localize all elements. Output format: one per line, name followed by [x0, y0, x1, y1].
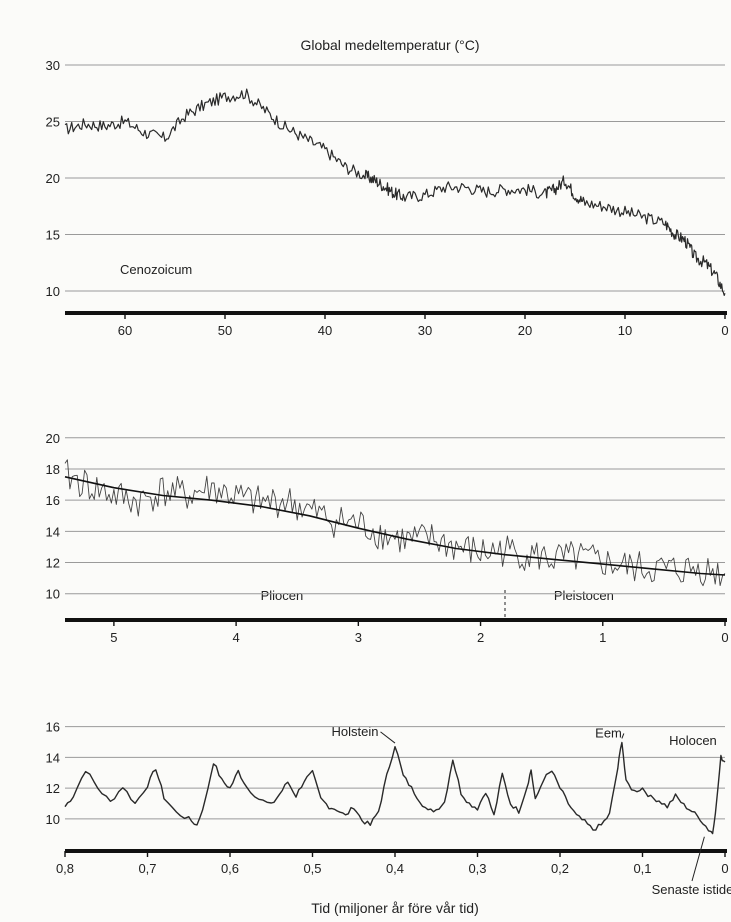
x-tick-label: 0 — [721, 630, 728, 645]
x-tick-label: 30 — [418, 323, 432, 338]
pliocene-annotation: Pliocen — [261, 588, 304, 603]
cenozoic-annotation: Cenozoicum — [120, 262, 192, 277]
x-tick-label: 60 — [118, 323, 132, 338]
y-tick-label: 14 — [46, 750, 60, 765]
pleistocene-cycles-panel: Holstein Eem Holocen Senaste istiden Tid… — [46, 720, 731, 916]
y-tick-label: 20 — [46, 171, 60, 186]
eem-leader — [621, 733, 625, 739]
y-tick-label: 10 — [46, 812, 60, 827]
x-tick-label: 0,6 — [221, 861, 239, 876]
y-tick-label: 15 — [46, 228, 60, 243]
x-tick-label: 0,7 — [138, 861, 156, 876]
y-tick-label: 10 — [46, 284, 60, 299]
x-tick-label: 3 — [355, 630, 362, 645]
y-tick-label: 10 — [46, 587, 60, 602]
last-glacial-annotation: Senaste istiden — [652, 882, 731, 897]
x-tick-label: 4 — [232, 630, 239, 645]
pleistocene-annotation: Pleistocen — [554, 588, 614, 603]
x-tick-label: 40 — [318, 323, 332, 338]
x-tick-label: 10 — [618, 323, 632, 338]
x-tick-label: 0,3 — [468, 861, 486, 876]
temperature-series — [64, 741, 726, 835]
cenozoic-panel: Global medeltemperatur (°C) Cenozoicum 1… — [46, 37, 729, 338]
y-tick-label: 16 — [46, 720, 60, 735]
eem-annotation: Eem — [595, 725, 622, 740]
y-tick-label: 25 — [46, 115, 60, 130]
x-tick-label: 0,2 — [551, 861, 569, 876]
x-tick-label: 20 — [518, 323, 532, 338]
x-tick-label: 1 — [599, 630, 606, 645]
trend-line — [64, 476, 726, 576]
x-tick-label: 50 — [218, 323, 232, 338]
y-tick-label: 12 — [46, 781, 60, 796]
x-tick-label: 0 — [721, 861, 728, 876]
y-tick-label: 12 — [46, 556, 60, 571]
holocene-annotation: Holocen — [669, 733, 717, 748]
x-axis-label: Tid (miljoner år före vår tid) — [311, 900, 479, 916]
x-tick-label: 0,5 — [303, 861, 321, 876]
temperature-series — [64, 88, 726, 296]
holstein-annotation: Holstein — [332, 724, 379, 739]
y-tick-label: 20 — [46, 431, 60, 446]
x-tick-label: 5 — [110, 630, 117, 645]
y-tick-label: 18 — [46, 462, 60, 477]
x-tick-label: 2 — [477, 630, 484, 645]
y-tick-label: 14 — [46, 524, 60, 539]
y-tick-label: 30 — [46, 58, 60, 73]
x-tick-label: 0,1 — [633, 861, 651, 876]
glacial-leader — [691, 836, 705, 882]
x-tick-label: 0 — [721, 323, 728, 338]
y-tick-label: 16 — [46, 493, 60, 508]
holstein-leader — [380, 731, 396, 744]
x-tick-label: 0,8 — [56, 861, 74, 876]
x-tick-label: 0,4 — [386, 861, 404, 876]
chart-title: Global medeltemperatur (°C) — [300, 37, 479, 53]
